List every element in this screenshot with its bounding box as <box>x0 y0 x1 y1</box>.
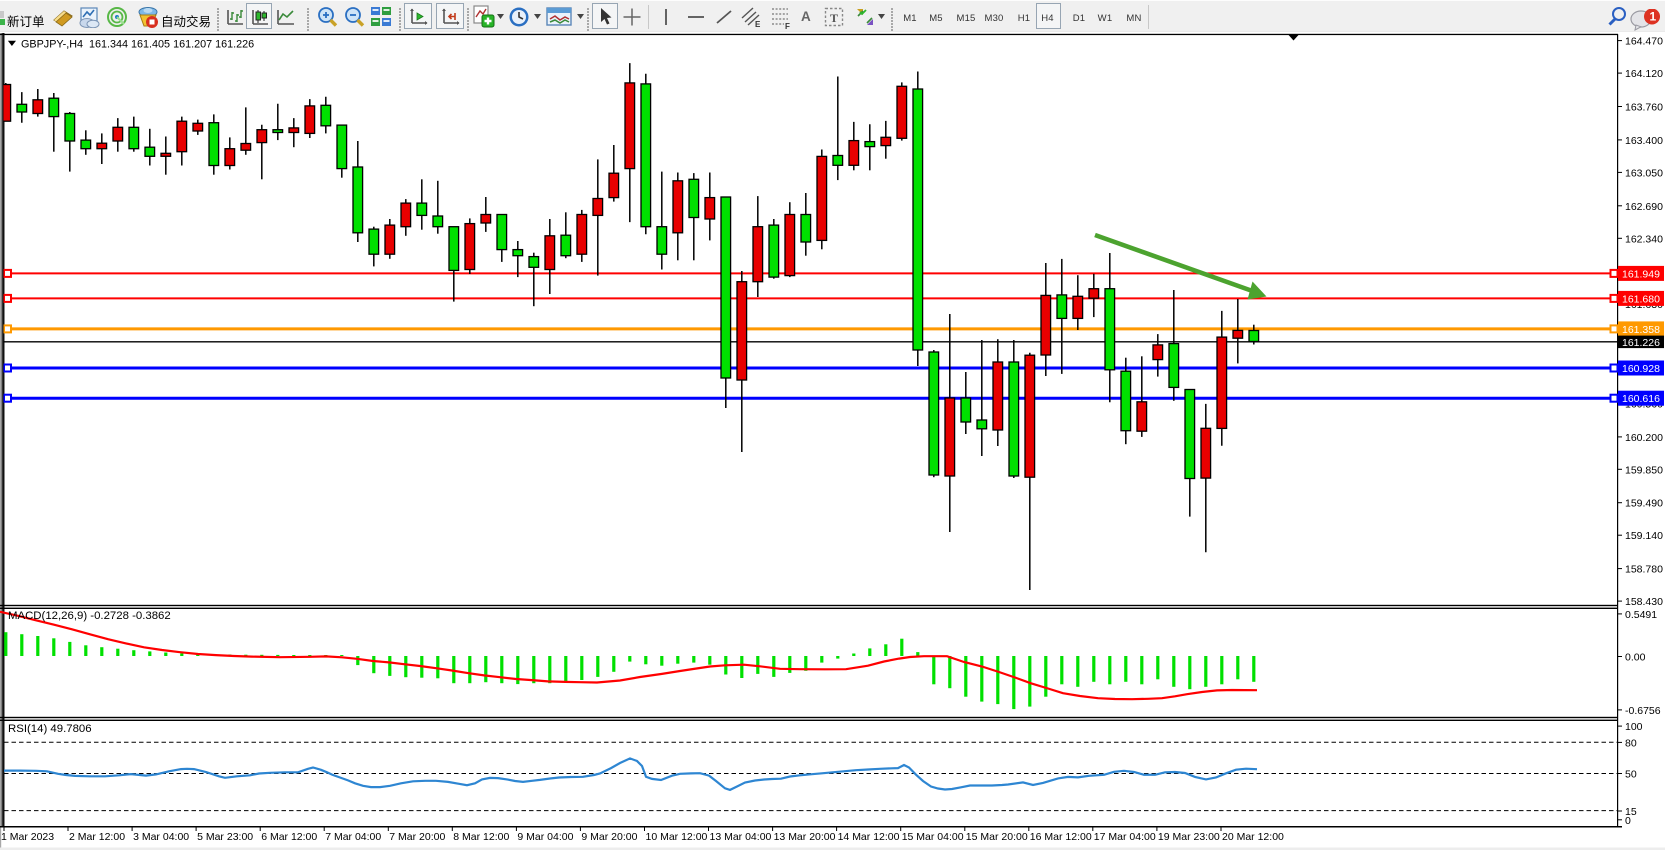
svg-text:5 Mar 23:00: 5 Mar 23:00 <box>197 831 253 843</box>
svg-text:6 Mar 12:00: 6 Mar 12:00 <box>261 831 317 843</box>
svg-text:13 Mar 04:00: 13 Mar 04:00 <box>710 831 772 843</box>
svg-text:163.050: 163.050 <box>1625 167 1663 179</box>
svg-text:0: 0 <box>1625 815 1631 827</box>
svg-text:161.226: 161.226 <box>1622 337 1660 349</box>
svg-text:158.780: 158.780 <box>1625 564 1663 576</box>
svg-text:158.430: 158.430 <box>1625 596 1663 608</box>
svg-text:7 Mar 20:00: 7 Mar 20:00 <box>389 831 445 843</box>
svg-text:164.470: 164.470 <box>1625 36 1663 48</box>
svg-text:163.760: 163.760 <box>1625 102 1663 114</box>
svg-text:160.200: 160.200 <box>1625 432 1663 444</box>
svg-text:159.850: 159.850 <box>1625 464 1663 476</box>
svg-text:T: T <box>830 11 838 25</box>
svg-text:161.358: 161.358 <box>1622 324 1660 336</box>
svg-text:80: 80 <box>1625 737 1637 749</box>
svg-text:9 Mar 04:00: 9 Mar 04:00 <box>517 831 573 843</box>
svg-text:9 Mar 20:00: 9 Mar 20:00 <box>581 831 637 843</box>
svg-text:161.680: 161.680 <box>1622 293 1660 305</box>
svg-text:E: E <box>755 20 761 29</box>
svg-text:0.5491: 0.5491 <box>1625 609 1657 621</box>
svg-text:163.400: 163.400 <box>1625 135 1663 147</box>
svg-text:0.00: 0.00 <box>1625 652 1646 664</box>
svg-text:50: 50 <box>1625 769 1637 781</box>
svg-text:3 Mar 04:00: 3 Mar 04:00 <box>133 831 189 843</box>
svg-text:164.120: 164.120 <box>1625 68 1663 80</box>
svg-text:161.949: 161.949 <box>1622 268 1660 280</box>
svg-text:160.928: 160.928 <box>1622 363 1660 375</box>
svg-text:14 Mar 12:00: 14 Mar 12:00 <box>838 831 900 843</box>
svg-text:162.340: 162.340 <box>1625 233 1663 245</box>
svg-text:20 Mar 12:00: 20 Mar 12:00 <box>1222 831 1284 843</box>
svg-text:F: F <box>785 22 790 30</box>
svg-text:GBPJPY-,H4 161.344 161.405 16: GBPJPY-,H4 161.344 161.405 161.207 161.2… <box>21 38 254 50</box>
svg-text:17 Mar 04:00: 17 Mar 04:00 <box>1094 831 1156 843</box>
svg-text:16 Mar 12:00: 16 Mar 12:00 <box>1030 831 1092 843</box>
svg-text:2 Mar 12:00: 2 Mar 12:00 <box>69 831 125 843</box>
svg-text:7 Mar 04:00: 7 Mar 04:00 <box>325 831 381 843</box>
svg-text:159.490: 159.490 <box>1625 498 1663 510</box>
svg-text:1: 1 <box>1650 10 1657 24</box>
svg-text:162.690: 162.690 <box>1625 201 1663 213</box>
svg-text:15 Mar 04:00: 15 Mar 04:00 <box>902 831 964 843</box>
svg-text:15: 15 <box>1625 806 1637 818</box>
svg-text:13 Mar 20:00: 13 Mar 20:00 <box>774 831 836 843</box>
svg-text:RSI(14) 49.7806: RSI(14) 49.7806 <box>8 723 92 735</box>
svg-text:1 Mar 2023: 1 Mar 2023 <box>1 831 54 843</box>
svg-text:10 Mar 12:00: 10 Mar 12:00 <box>646 831 708 843</box>
svg-text:-0.6756: -0.6756 <box>1625 705 1661 717</box>
svg-text:159.140: 159.140 <box>1625 530 1663 542</box>
svg-text:19 Mar 23:00: 19 Mar 23:00 <box>1158 831 1220 843</box>
svg-text:8 Mar 12:00: 8 Mar 12:00 <box>453 831 509 843</box>
svg-text:100: 100 <box>1625 721 1643 733</box>
svg-text:160.616: 160.616 <box>1622 393 1660 405</box>
svg-text:15 Mar 20:00: 15 Mar 20:00 <box>966 831 1028 843</box>
svg-text:MACD(12,26,9) -0.2728 -0.3862: MACD(12,26,9) -0.2728 -0.3862 <box>8 610 171 622</box>
